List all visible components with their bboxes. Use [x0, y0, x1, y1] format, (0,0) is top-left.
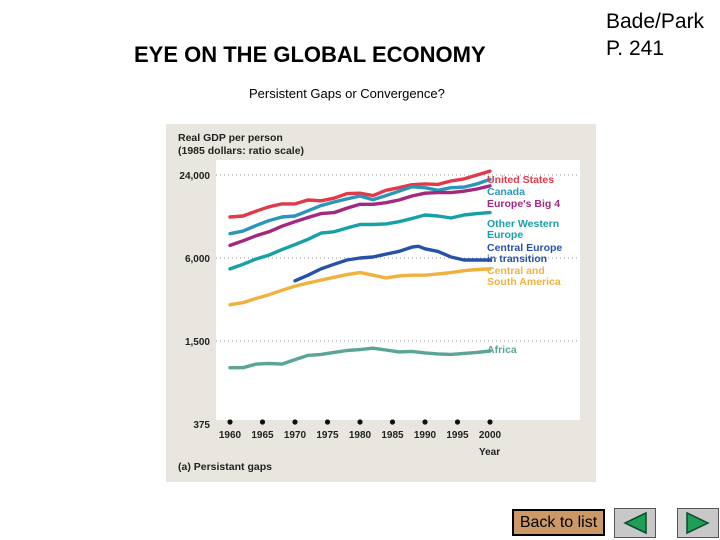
x-tick-dot	[357, 419, 363, 425]
y-tick-label: 24,000	[179, 171, 210, 182]
x-tick-label: 1980	[349, 430, 372, 441]
triangle-left-icon	[623, 511, 647, 535]
series-line-central_europe	[293, 244, 492, 283]
series-line-canada	[228, 177, 492, 236]
legend-label-central_south_america: Central and	[487, 265, 545, 277]
page-reference: Bade/Park P. 241	[606, 8, 704, 62]
x-tick-label: 2000	[479, 430, 502, 441]
x-tick-dot	[292, 419, 298, 425]
legend-label-other_western_europe: Europe	[487, 229, 523, 241]
x-tick-label: 1995	[446, 430, 469, 441]
x-tick-dot	[422, 419, 428, 425]
x-tick-dot	[454, 419, 461, 425]
legend-label-central_south_america: South America	[487, 276, 561, 288]
chart-subtitle: (1985 dollars: ratio scale)	[178, 145, 304, 157]
slide-subtitle: Persistent Gaps or Convergence?	[249, 86, 445, 101]
legend-label-other_western_europe: Other Western	[487, 218, 559, 230]
legend-label-africa: Africa	[487, 344, 517, 356]
series-line-us	[228, 169, 492, 219]
x-tick-label: 1975	[316, 430, 339, 441]
reference-page: P. 241	[606, 37, 665, 60]
slide-title: EYE ON THE GLOBAL ECONOMY	[134, 42, 486, 67]
gdp-line-chart: 24,000 6,000 1,500 375 1960 1965 1970 1975 1980 1…	[178, 132, 580, 473]
y-tick-label: 375	[193, 420, 210, 431]
x-tick-label: 1960	[219, 430, 242, 441]
x-tick-dot	[324, 419, 331, 425]
x-axis-label: Year	[479, 447, 500, 458]
series-line-europe_big4	[228, 184, 492, 248]
x-tick-label: 1985	[381, 430, 404, 441]
legend-label-europe_big4: Europe's Big 4	[487, 198, 560, 210]
x-tick-dot	[389, 419, 396, 425]
y-tick-label: 1,500	[185, 337, 210, 348]
x-tick-dot	[487, 419, 493, 425]
legend-label-central_europe: in transition	[487, 253, 547, 265]
y-tick-label: 6,000	[185, 254, 210, 265]
chart-panel: 24,000 6,000 1,500 375 1960 1965 1970 1975 1980 1…	[166, 124, 596, 482]
legend-label-us: United States	[487, 174, 554, 186]
plot-background	[216, 160, 580, 420]
x-tick-dot	[259, 419, 266, 425]
previous-slide-button[interactable]	[614, 508, 656, 538]
back-to-list-button[interactable]: Back to list	[512, 509, 605, 536]
chart-title: Real GDP per person	[178, 132, 283, 144]
series-line-other_western_europe	[228, 210, 492, 271]
x-tick-label: 1990	[414, 430, 437, 441]
reference-author: Bade/Park	[606, 10, 705, 33]
next-slide-button[interactable]	[677, 508, 719, 538]
chart-caption: (a) Persistant gaps	[178, 461, 272, 473]
triangle-right-icon	[686, 511, 710, 535]
legend-label-central_europe: Central Europe	[487, 242, 562, 254]
x-tick-label: 1965	[251, 430, 274, 441]
legend-label-canada: Canada	[487, 186, 525, 198]
series-line-central_south_america	[228, 267, 492, 307]
x-tick-label: 1970	[284, 430, 307, 441]
series-line-africa	[228, 346, 492, 370]
x-tick-dot	[227, 419, 233, 425]
